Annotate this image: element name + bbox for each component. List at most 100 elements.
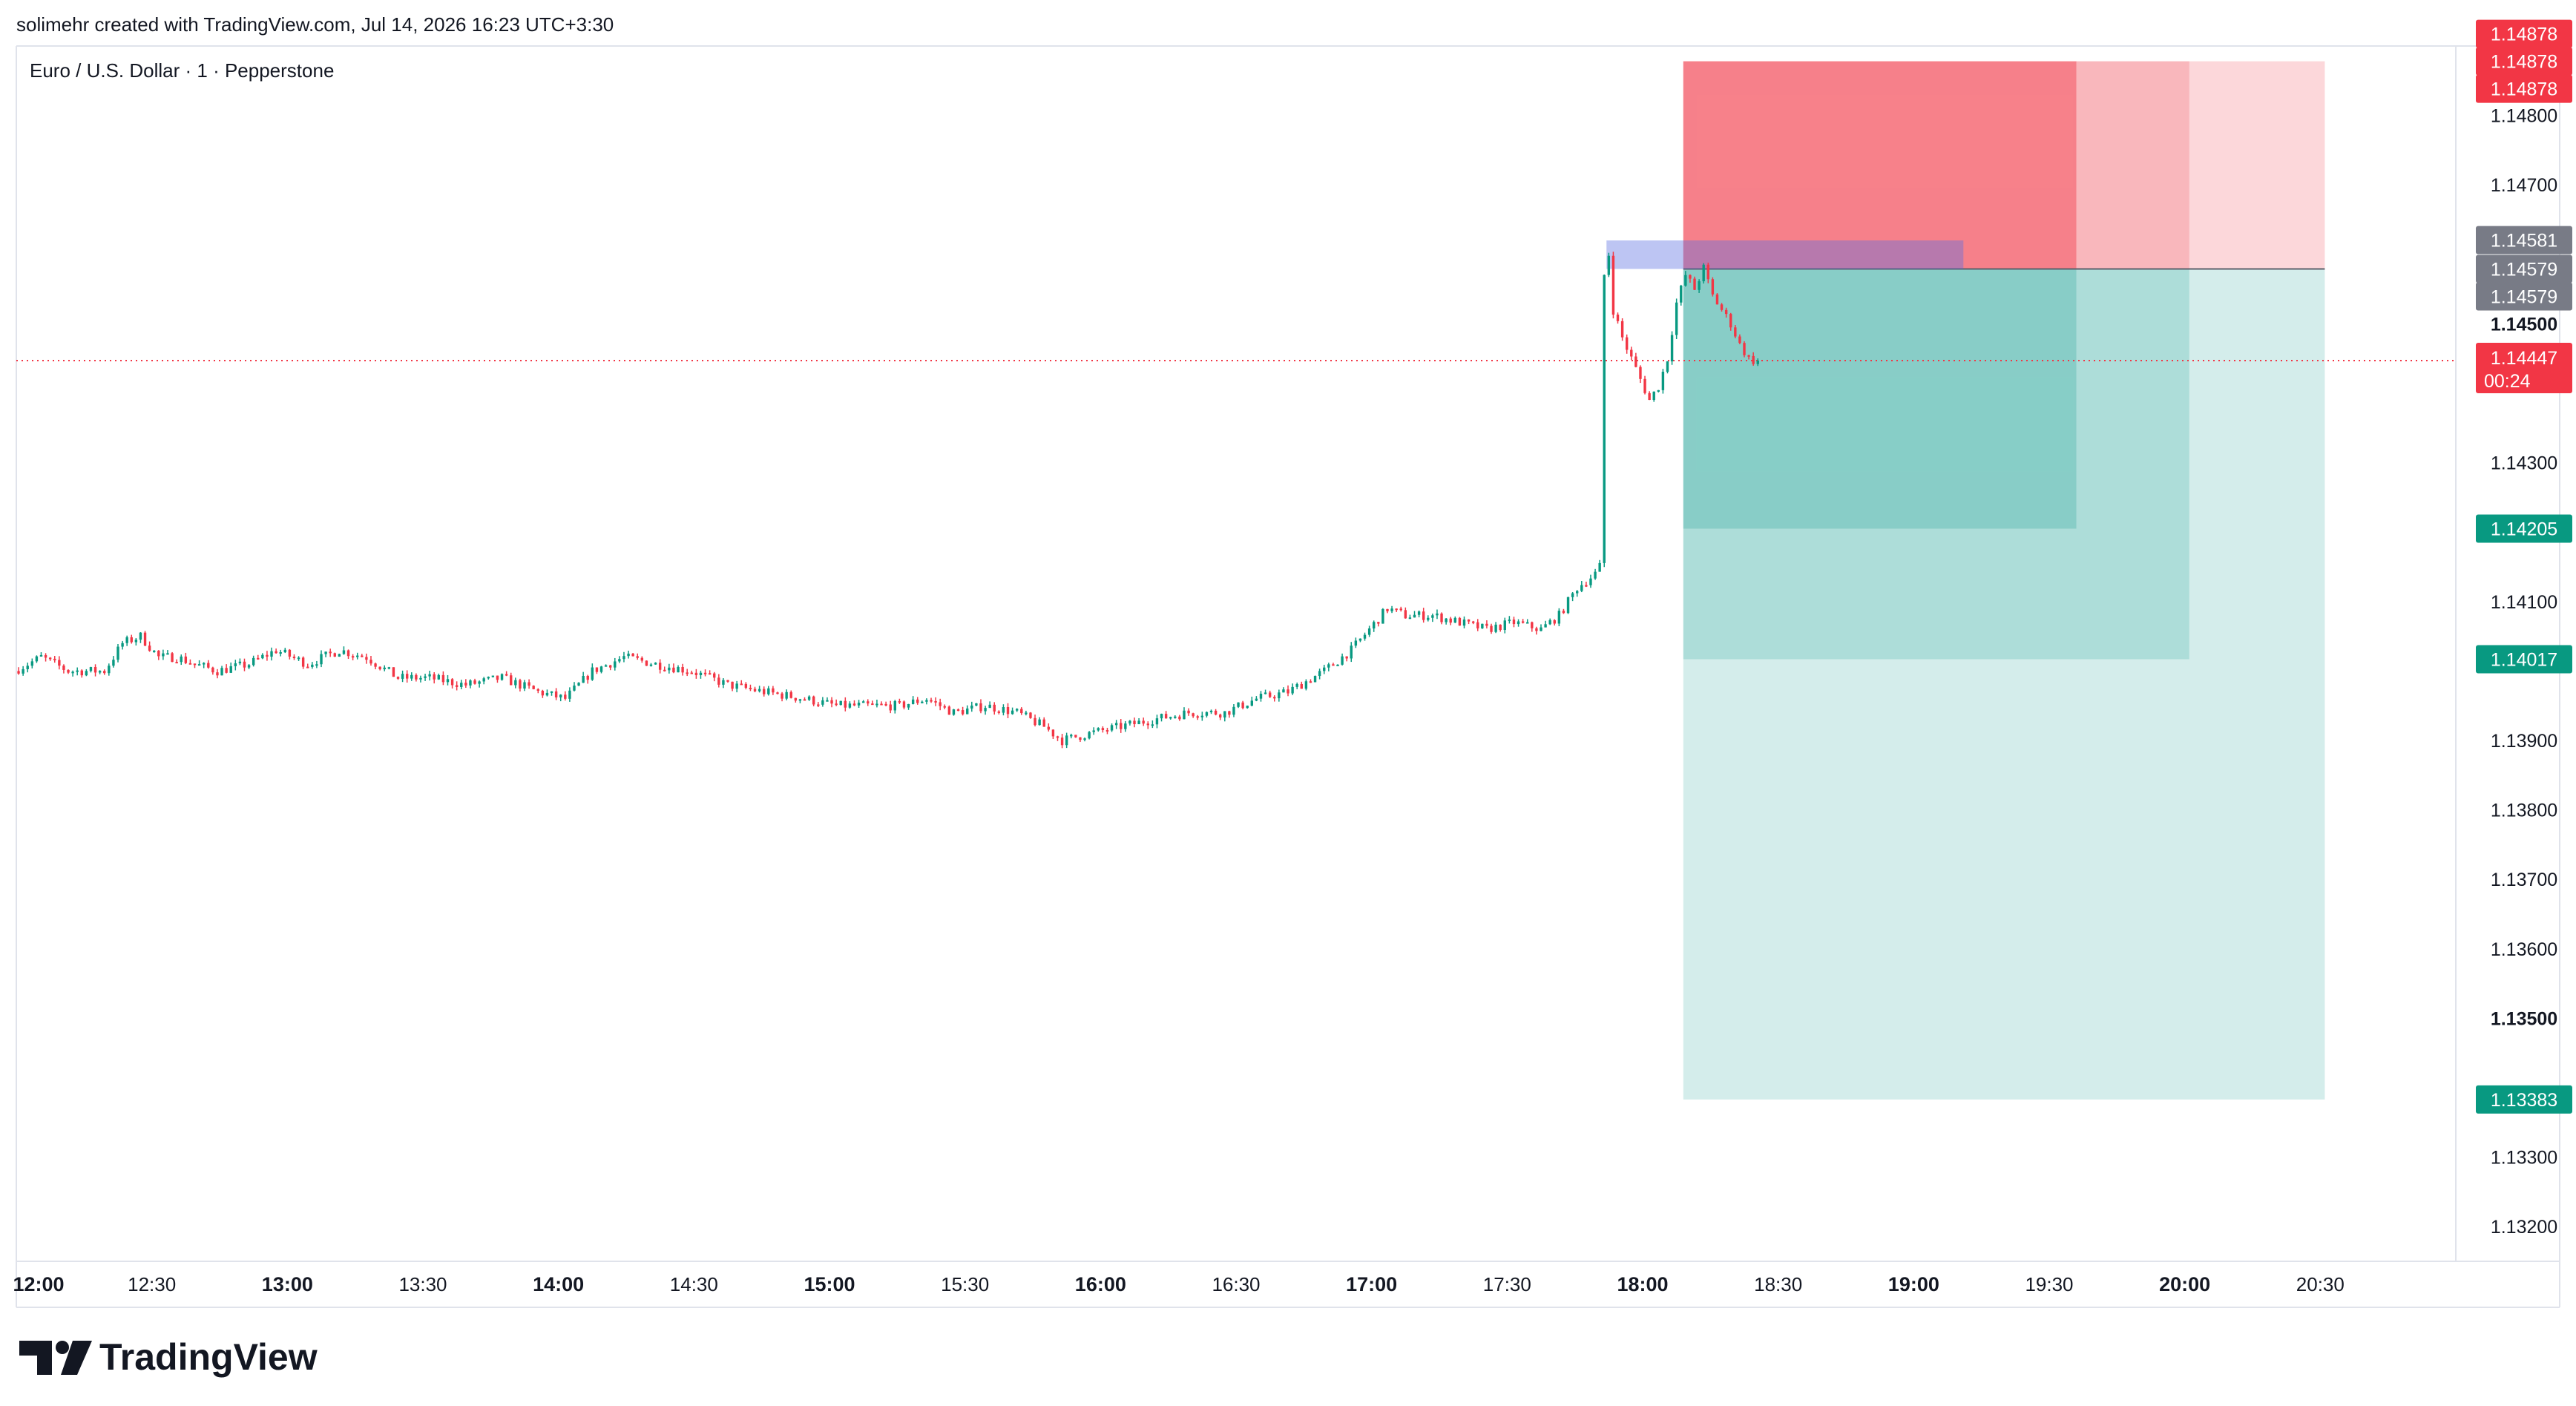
- candle: [1278, 689, 1281, 702]
- candle: [690, 670, 693, 674]
- candle: [1327, 663, 1330, 671]
- candle: [478, 680, 481, 688]
- candle: [1287, 685, 1289, 697]
- candle: [1295, 682, 1298, 689]
- candle: [1300, 681, 1303, 689]
- candle: [207, 660, 210, 669]
- stop-zone-1[interactable]: [1683, 61, 2077, 269]
- entry-band[interactable]: [1606, 240, 1964, 269]
- candle: [62, 664, 65, 674]
- candle: [564, 691, 567, 701]
- candle: [785, 689, 788, 700]
- price-tick-label: 1.13200: [2491, 1217, 2557, 1238]
- candle: [510, 672, 513, 686]
- candle: [202, 662, 206, 668]
- candle: [939, 698, 942, 711]
- candle: [1042, 717, 1045, 727]
- candle: [559, 694, 562, 702]
- candle: [1169, 716, 1172, 720]
- candle: [867, 699, 870, 706]
- candle: [1160, 713, 1163, 722]
- candle: [1237, 702, 1240, 709]
- candle: [1643, 375, 1646, 395]
- stop-zone-3[interactable]: [1683, 61, 2325, 269]
- price-axis[interactable]: 1.14800 1.14700 1.14500 1.14300 1.14100 1.139…: [2491, 106, 2557, 1238]
- candle: [188, 659, 192, 665]
- candle: [545, 689, 549, 697]
- price-badge: 1.14205: [2476, 514, 2572, 543]
- candle: [902, 700, 906, 710]
- candle: [333, 652, 336, 657]
- candle: [1553, 619, 1556, 626]
- candle: [599, 666, 603, 674]
- candle: [93, 664, 97, 677]
- candle: [1639, 365, 1642, 384]
- candle: [283, 648, 286, 654]
- candle: [1192, 712, 1195, 718]
- candle: [22, 666, 24, 676]
- candle: [98, 670, 102, 674]
- candles[interactable]: [17, 252, 1759, 749]
- candle: [1738, 334, 1741, 344]
- candle: [654, 662, 657, 665]
- price-tick-label: 1.14800: [2491, 106, 2557, 127]
- candle: [875, 699, 878, 708]
- candle: [193, 663, 197, 668]
- target-zone-2[interactable]: [1683, 269, 2189, 660]
- price-tick-label: 1.14700: [2491, 175, 2557, 196]
- candle: [361, 654, 364, 657]
- candle: [1395, 608, 1398, 612]
- time-axis[interactable]: 12:00 12:30 13:00 13:30 14:00 14:30 15:00 15:30…: [13, 1273, 2344, 1295]
- candle: [523, 680, 526, 691]
- candle: [1345, 656, 1348, 662]
- candle: [857, 700, 861, 709]
- candle: [424, 674, 427, 681]
- candle: [1680, 284, 1683, 306]
- candle: [1350, 642, 1353, 663]
- candle: [257, 654, 260, 660]
- candle: [365, 653, 368, 664]
- candle: [1020, 707, 1023, 715]
- candle: [1142, 717, 1145, 726]
- candle: [686, 668, 689, 677]
- candle: [852, 700, 856, 706]
- candle: [1625, 334, 1629, 354]
- candle: [1743, 341, 1746, 358]
- position-zones[interactable]: [1606, 61, 2325, 1100]
- time-tick-label: 12:00: [13, 1273, 64, 1295]
- candle: [930, 697, 933, 703]
- candle: [536, 688, 539, 694]
- candle: [229, 662, 232, 674]
- candle: [1205, 711, 1209, 718]
- candle: [1259, 691, 1263, 702]
- candle: [1105, 727, 1109, 735]
- target-zone-3[interactable]: [1683, 269, 2325, 1100]
- candle: [1291, 683, 1294, 695]
- candle: [1413, 611, 1416, 618]
- candle: [871, 700, 874, 706]
- candle: [614, 657, 617, 671]
- candle: [763, 686, 766, 697]
- candle: [103, 669, 106, 675]
- candle: [1070, 733, 1073, 739]
- candle: [1264, 689, 1267, 694]
- candle: [1562, 608, 1565, 614]
- candle: [1178, 715, 1181, 721]
- candle: [1715, 293, 1719, 305]
- candle: [803, 697, 806, 701]
- price-badge: 1.14017: [2476, 645, 2572, 674]
- symbol-title[interactable]: Euro / U.S. Dollar · 1 · Pepperstone: [30, 59, 334, 82]
- candle: [573, 682, 576, 691]
- candle: [1015, 708, 1019, 712]
- candle: [297, 656, 300, 661]
- candle: [880, 701, 883, 706]
- candle: [487, 676, 490, 680]
- candle: [1047, 723, 1051, 732]
- stop-zone-2[interactable]: [1683, 61, 2189, 269]
- candle: [1187, 708, 1190, 716]
- candle: [758, 686, 761, 693]
- candle: [342, 646, 346, 655]
- candle: [1110, 723, 1114, 732]
- target-zone-1[interactable]: [1683, 269, 2077, 529]
